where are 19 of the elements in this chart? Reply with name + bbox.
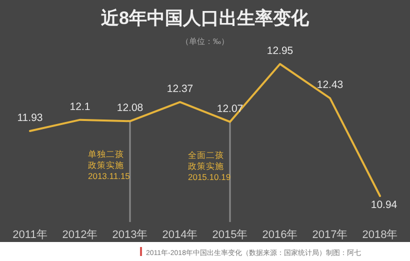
x-tick: 2011年 <box>12 229 48 241</box>
x-tick: 2017年 <box>312 229 348 241</box>
x-tick: 2013年 <box>112 229 148 241</box>
data-label: 12.08 <box>116 102 144 114</box>
data-label: 11.93 <box>17 112 43 124</box>
data-label: 12.95 <box>266 45 294 57</box>
ref-line-label: 全面二孩政策实施 2015.10.19 <box>188 150 231 182</box>
x-tick: 2018年 <box>362 229 398 241</box>
x-tick: 2012年 <box>62 229 98 241</box>
data-label: 12.37 <box>166 83 194 96</box>
ref-line-label: 单独二孩政策实施 2013.11.15 <box>88 149 130 182</box>
x-tick: 2014年 <box>162 229 198 241</box>
x-tick: 2015年 <box>212 229 248 241</box>
data-label: 10.94 <box>370 199 398 211</box>
data-label: 12.43 <box>316 79 344 92</box>
title: 近8年中国人口出生率变化 <box>101 8 309 28</box>
data-label: 12.1 <box>70 100 90 113</box>
x-tick: 2016年 <box>262 229 298 241</box>
subtitle: （单位：‰） <box>181 37 229 46</box>
